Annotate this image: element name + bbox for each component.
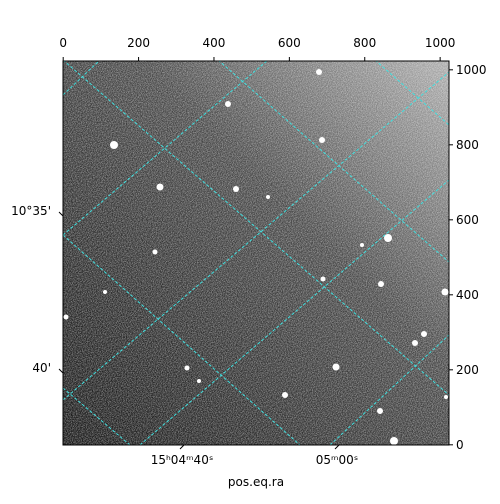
world-y-tick-label: 40'	[32, 361, 51, 375]
image	[63, 61, 449, 445]
x-tick-label: 800	[353, 36, 376, 50]
frame	[62, 60, 450, 446]
world-x-tick	[334, 444, 340, 450]
world-y-tick-label: 10°35'	[11, 204, 51, 218]
world-y-tick	[58, 211, 64, 217]
x-tick-label: 200	[127, 36, 150, 50]
y-tick-label: 600	[456, 213, 479, 227]
y-tick-label: 800	[456, 138, 479, 152]
x-tick-label: 600	[278, 36, 301, 50]
y-tick-label: 200	[456, 363, 479, 377]
y-tick-label: 400	[456, 288, 479, 302]
world-x-tick-label: 05ᵐ00ˢ	[316, 453, 359, 467]
world-x-tick-label: 15ʰ04ᵐ40ˢ	[151, 453, 214, 467]
world-y-tick	[58, 368, 64, 374]
x-tick-label: 1000	[425, 36, 456, 50]
x-axis-label: pos.eq.ra	[228, 475, 284, 489]
x-tick-label: 400	[203, 36, 226, 50]
world-x-tick	[179, 444, 185, 450]
y-tick-label: 0	[456, 438, 464, 452]
x-tick-label: 0	[59, 36, 67, 50]
y-tick-label: 1000	[456, 63, 487, 77]
